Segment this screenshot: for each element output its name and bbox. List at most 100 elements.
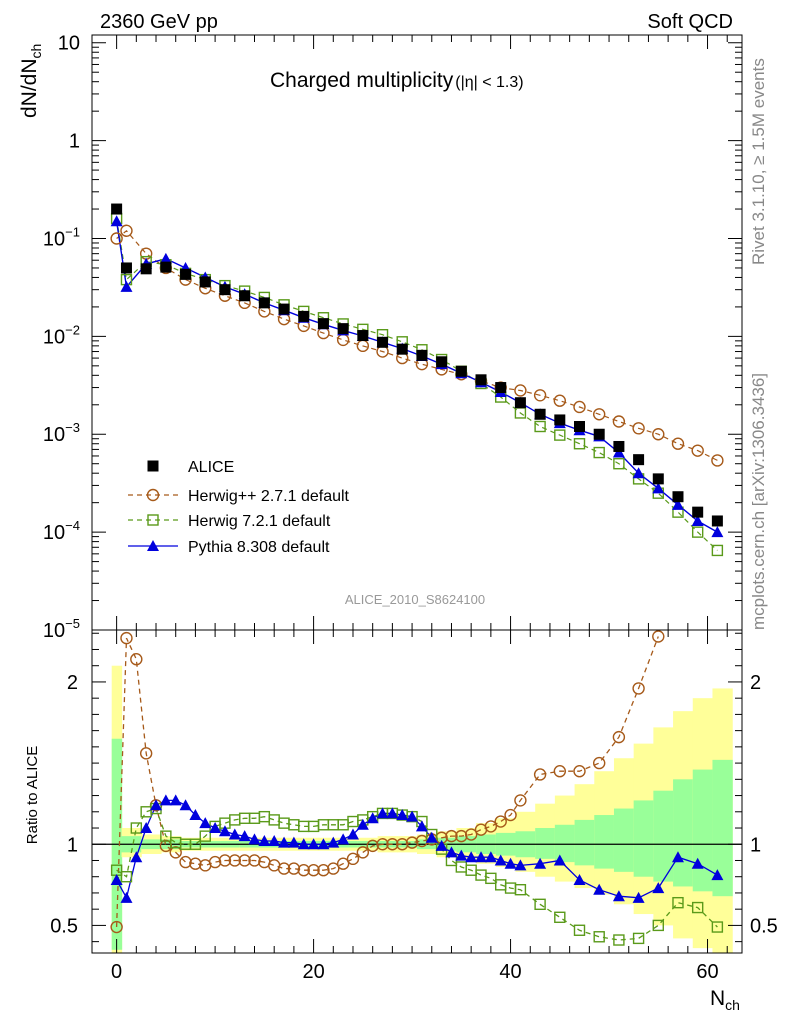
ratio-point: [327, 819, 339, 831]
ratio-point: [307, 838, 320, 850]
ratio-point: [386, 838, 399, 851]
y-tick-label: 10−4: [43, 518, 80, 544]
ratio-point: [652, 882, 665, 894]
inner-band-bin: [673, 779, 694, 887]
ratio-point: [534, 857, 547, 869]
ratio-point: [691, 857, 704, 869]
ratio-point: [199, 817, 212, 829]
inner-band-bin: [692, 769, 714, 892]
ratio-point: [268, 835, 281, 847]
ratio-point: [356, 818, 369, 830]
ratio-point: [495, 879, 507, 891]
data-point: [612, 446, 625, 458]
data-point: [110, 232, 123, 245]
data-point: [140, 263, 152, 275]
ratio-point: [208, 855, 222, 869]
ratio-point: [327, 862, 340, 875]
ratio-point: [652, 919, 664, 932]
ratio-point: [504, 882, 517, 894]
x-tick-label: 60: [696, 961, 718, 983]
ratio-point: [533, 768, 547, 781]
ratio-point: [258, 835, 271, 847]
ratio-point: [337, 819, 349, 831]
data-point: [258, 297, 270, 309]
ratio-point: [337, 833, 350, 845]
ratio-point: [672, 896, 684, 909]
ratio-point: [613, 934, 625, 946]
ratio-point: [307, 820, 320, 833]
ratio-point: [573, 765, 586, 778]
data-point: [120, 262, 132, 274]
data-point: [612, 415, 626, 428]
ratio-point: [179, 799, 192, 811]
ratio-point: [179, 838, 192, 850]
inner-band-bin: [594, 815, 615, 869]
ratio-point: [494, 815, 507, 828]
ratio-point: [554, 911, 566, 923]
ratio-point: [248, 812, 261, 824]
legend-label: ALICE: [188, 459, 234, 476]
main-panel-ticks: 10 1 10−1 10−2 10−3 10−4 10−5: [43, 33, 742, 642]
ratio-point: [514, 859, 527, 871]
ratio-point: [465, 864, 477, 876]
data-point: [632, 467, 645, 479]
ratio-point: [592, 756, 606, 770]
ratio-point: [475, 869, 487, 881]
data-point: [574, 421, 585, 433]
ratio-point: [268, 814, 280, 826]
ratio-point: [632, 932, 645, 945]
legend-marker: [146, 488, 160, 502]
ratio-point: [406, 810, 419, 822]
ratio-point: [209, 822, 222, 834]
inner-band-bin: [613, 808, 635, 872]
data-point: [553, 394, 567, 407]
data-point: [396, 343, 408, 355]
ratio-point: [464, 828, 478, 841]
ratio-point: [632, 891, 645, 903]
data-point: [317, 318, 329, 330]
data-point: [120, 280, 133, 292]
data-point: [534, 408, 546, 420]
data-point: [475, 374, 487, 386]
ratio-point: [475, 851, 488, 863]
inner-band-bin: [574, 819, 595, 866]
ratio-point: [278, 817, 290, 829]
ratio-point: [425, 831, 438, 843]
ratio-point: [110, 873, 123, 885]
ratio-point: [711, 869, 724, 881]
ratio-point: [297, 838, 310, 850]
ratio-point: [347, 815, 359, 828]
ratio-point: [120, 871, 133, 883]
data-point: [711, 526, 724, 538]
ratio-panel-frame: [91, 629, 743, 954]
ratio-point: [455, 849, 468, 861]
ratio-point: [494, 854, 507, 866]
data-point: [298, 310, 310, 322]
ratio-point: [317, 819, 330, 831]
ratio-point: [652, 630, 665, 643]
inner-band-bin: [712, 759, 733, 897]
ratio-point: [228, 828, 241, 840]
data-point: [514, 384, 527, 397]
x-axis-label: Nch: [710, 987, 740, 1013]
data-point: [111, 203, 123, 215]
ratio-point: [189, 838, 202, 850]
data-point: [593, 446, 605, 459]
ratio-point: [278, 836, 291, 848]
ratio-point: [504, 808, 517, 822]
ratio-point: [346, 852, 360, 866]
ratio-point: [455, 829, 468, 843]
ratio-point: [405, 836, 419, 849]
data-point: [534, 420, 546, 433]
legend: ALICE Herwig++ 2.7.1 default Herwig 7.2.1 …: [128, 459, 350, 556]
ratio-point: [396, 838, 409, 851]
ratio-point: [130, 851, 143, 863]
series-line: [116, 229, 718, 461]
ratio-point: [150, 799, 163, 811]
ratio-point: [189, 857, 202, 870]
ratio-point: [169, 846, 182, 859]
data-point: [278, 303, 290, 315]
ratio-point: [317, 864, 330, 877]
legend-label: Pythia 8.308 default: [188, 539, 330, 556]
data-point: [691, 444, 704, 457]
